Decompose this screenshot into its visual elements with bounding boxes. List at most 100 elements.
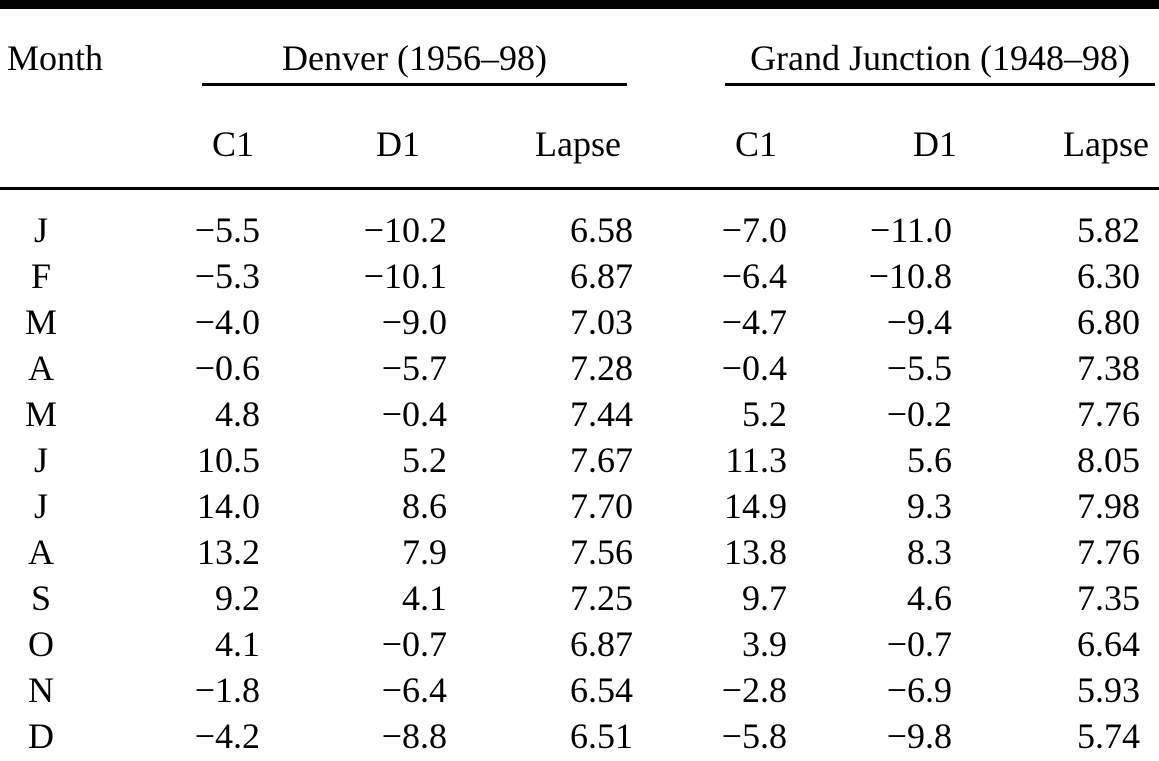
table-row: S 9.2 4.1 7.25 9.7 4.6 7.35 xyxy=(0,575,1159,621)
group-header-row: Month Denver (1956–98) Grand Junction (1… xyxy=(0,5,1159,86)
subheader-gj-lapse: Lapse xyxy=(957,86,1159,190)
subheader-gj-c1: C1 xyxy=(638,86,793,190)
subheader-row: C1 D1 Lapse C1 D1 Lapse xyxy=(0,86,1159,190)
gj-d1-cell: −10.8 xyxy=(868,256,953,296)
month-cell: J xyxy=(33,210,48,250)
denver-d1-cell: 8.6 xyxy=(402,486,447,526)
subheader-denver-c1: C1 xyxy=(130,86,265,190)
denver-c1-cell: 13.2 xyxy=(197,532,260,572)
gj-c1-cell: 11.3 xyxy=(725,440,788,480)
gj-c1-cell: −6.4 xyxy=(721,256,788,296)
gj-lapse-cell: 7.76 xyxy=(1077,532,1141,572)
gj-c1-cell: 14.9 xyxy=(724,486,788,526)
denver-c1-cell: 9.2 xyxy=(215,578,260,618)
denver-c1-cell: −5.5 xyxy=(194,210,260,250)
gj-lapse-cell: 5.82 xyxy=(1077,210,1141,250)
month-cell: J xyxy=(33,486,48,526)
denver-lapse-cell: 7.70 xyxy=(570,486,634,526)
month-cell: A xyxy=(28,532,54,572)
month-cell: N xyxy=(28,670,54,710)
table-row: J −5.5 −10.2 6.58 −7.0 −11.0 5.82 xyxy=(0,189,1159,254)
table-row: O 4.1 −0.7 6.87 3.9 −0.7 6.64 xyxy=(0,621,1159,667)
group-title-denver: Denver (1956–98) xyxy=(202,40,628,86)
group-header-grand-junction: Grand Junction (1948–98) xyxy=(638,5,1159,86)
gj-lapse-cell: 6.64 xyxy=(1077,624,1141,664)
denver-d1-cell: −0.4 xyxy=(381,394,447,434)
table-row: J 10.5 5.2 7.67 11.3 5.6 8.05 xyxy=(0,437,1159,483)
subheader-month-spacer xyxy=(0,86,130,190)
denver-c1-cell: 10.5 xyxy=(197,440,260,480)
denver-lapse-cell: 7.03 xyxy=(570,302,634,342)
gj-lapse-cell: 7.98 xyxy=(1077,486,1141,526)
gj-d1-cell: −9.8 xyxy=(886,716,953,756)
denver-c1-cell: 4.1 xyxy=(215,624,260,664)
subheader-denver-lapse: Lapse xyxy=(452,86,639,190)
denver-lapse-cell: 7.44 xyxy=(570,394,634,434)
month-column-header: Month xyxy=(7,38,104,78)
month-cell: D xyxy=(28,716,54,756)
denver-c1-cell: −5.3 xyxy=(194,256,260,296)
table-row: F −5.3 −10.1 6.87 −6.4 −10.8 6.30 xyxy=(0,253,1159,299)
denver-d1-cell: 5.2 xyxy=(402,440,447,480)
gj-c1-cell: 5.2 xyxy=(742,394,788,434)
month-cell: F xyxy=(30,256,52,296)
denver-c1-cell: 4.8 xyxy=(215,394,260,434)
gj-d1-cell: 4.6 xyxy=(907,578,953,618)
denver-lapse-cell: 7.28 xyxy=(570,348,634,388)
subheader-gj-d1: D1 xyxy=(792,86,958,190)
month-cell: M xyxy=(24,302,57,342)
denver-lapse-cell: 6.54 xyxy=(570,670,634,710)
gj-c1-cell: −5.8 xyxy=(721,716,788,756)
denver-lapse-cell: 6.58 xyxy=(570,210,634,250)
month-cell: O xyxy=(28,624,54,664)
gj-lapse-cell: 6.30 xyxy=(1077,256,1141,296)
denver-lapse-cell: 6.87 xyxy=(570,256,634,296)
gj-d1-cell: −9.4 xyxy=(886,302,953,342)
gj-lapse-cell: 5.74 xyxy=(1077,716,1141,756)
gj-d1-cell: −6.9 xyxy=(886,670,953,710)
table-row: M 4.8 −0.4 7.44 5.2 −0.2 7.76 xyxy=(0,391,1159,437)
gj-c1-cell: 9.7 xyxy=(742,578,788,618)
gj-lapse-cell: 8.05 xyxy=(1077,440,1141,480)
gj-d1-cell: 8.3 xyxy=(907,532,953,572)
denver-d1-cell: −8.8 xyxy=(381,716,447,756)
gj-d1-cell: −5.5 xyxy=(886,348,953,388)
denver-c1-cell: −0.6 xyxy=(194,348,260,388)
gj-d1-cell: −0.7 xyxy=(886,624,953,664)
denver-d1-cell: 4.1 xyxy=(402,578,447,618)
denver-lapse-cell: 6.87 xyxy=(570,624,634,664)
denver-d1-cell: −9.0 xyxy=(381,302,447,342)
denver-d1-cell: −5.7 xyxy=(381,348,447,388)
month-cell: S xyxy=(30,578,52,618)
denver-d1-cell: −10.1 xyxy=(363,256,447,296)
denver-c1-cell: −4.2 xyxy=(194,716,260,756)
month-cell: M xyxy=(24,394,57,434)
table-row: A 13.2 7.9 7.56 13.8 8.3 7.76 xyxy=(0,529,1159,575)
gj-d1-cell: 9.3 xyxy=(907,486,953,526)
denver-lapse-cell: 7.25 xyxy=(570,578,634,618)
group-title-grand-junction: Grand Junction (1948–98) xyxy=(725,40,1156,86)
denver-d1-cell: 7.9 xyxy=(402,532,447,572)
gj-lapse-cell: 7.76 xyxy=(1077,394,1141,434)
denver-lapse-cell: 7.56 xyxy=(570,532,634,572)
denver-d1-cell: −0.7 xyxy=(381,624,447,664)
gj-lapse-cell: 6.80 xyxy=(1077,302,1141,342)
table-row: D −4.2 −8.8 6.51 −5.8 −9.8 5.74 xyxy=(0,713,1159,761)
denver-lapse-cell: 7.67 xyxy=(570,440,634,480)
table-row: J 14.0 8.6 7.70 14.9 9.3 7.98 xyxy=(0,483,1159,529)
gj-c1-cell: −4.7 xyxy=(721,302,788,342)
denver-c1-cell: −4.0 xyxy=(194,302,260,342)
gj-lapse-cell: 7.35 xyxy=(1077,578,1141,618)
gj-lapse-cell: 7.38 xyxy=(1077,348,1141,388)
gj-c1-cell: −7.0 xyxy=(721,210,788,250)
table-row: M −4.0 −9.0 7.03 −4.7 −9.4 6.80 xyxy=(0,299,1159,345)
gj-c1-cell: 13.8 xyxy=(724,532,788,572)
month-cell: J xyxy=(33,440,48,480)
gj-lapse-cell: 5.93 xyxy=(1077,670,1141,710)
denver-d1-cell: −10.2 xyxy=(363,210,447,250)
denver-c1-cell: 14.0 xyxy=(197,486,260,526)
table-row: N −1.8 −6.4 6.54 −2.8 −6.9 5.93 xyxy=(0,667,1159,713)
month-cell: A xyxy=(28,348,54,388)
